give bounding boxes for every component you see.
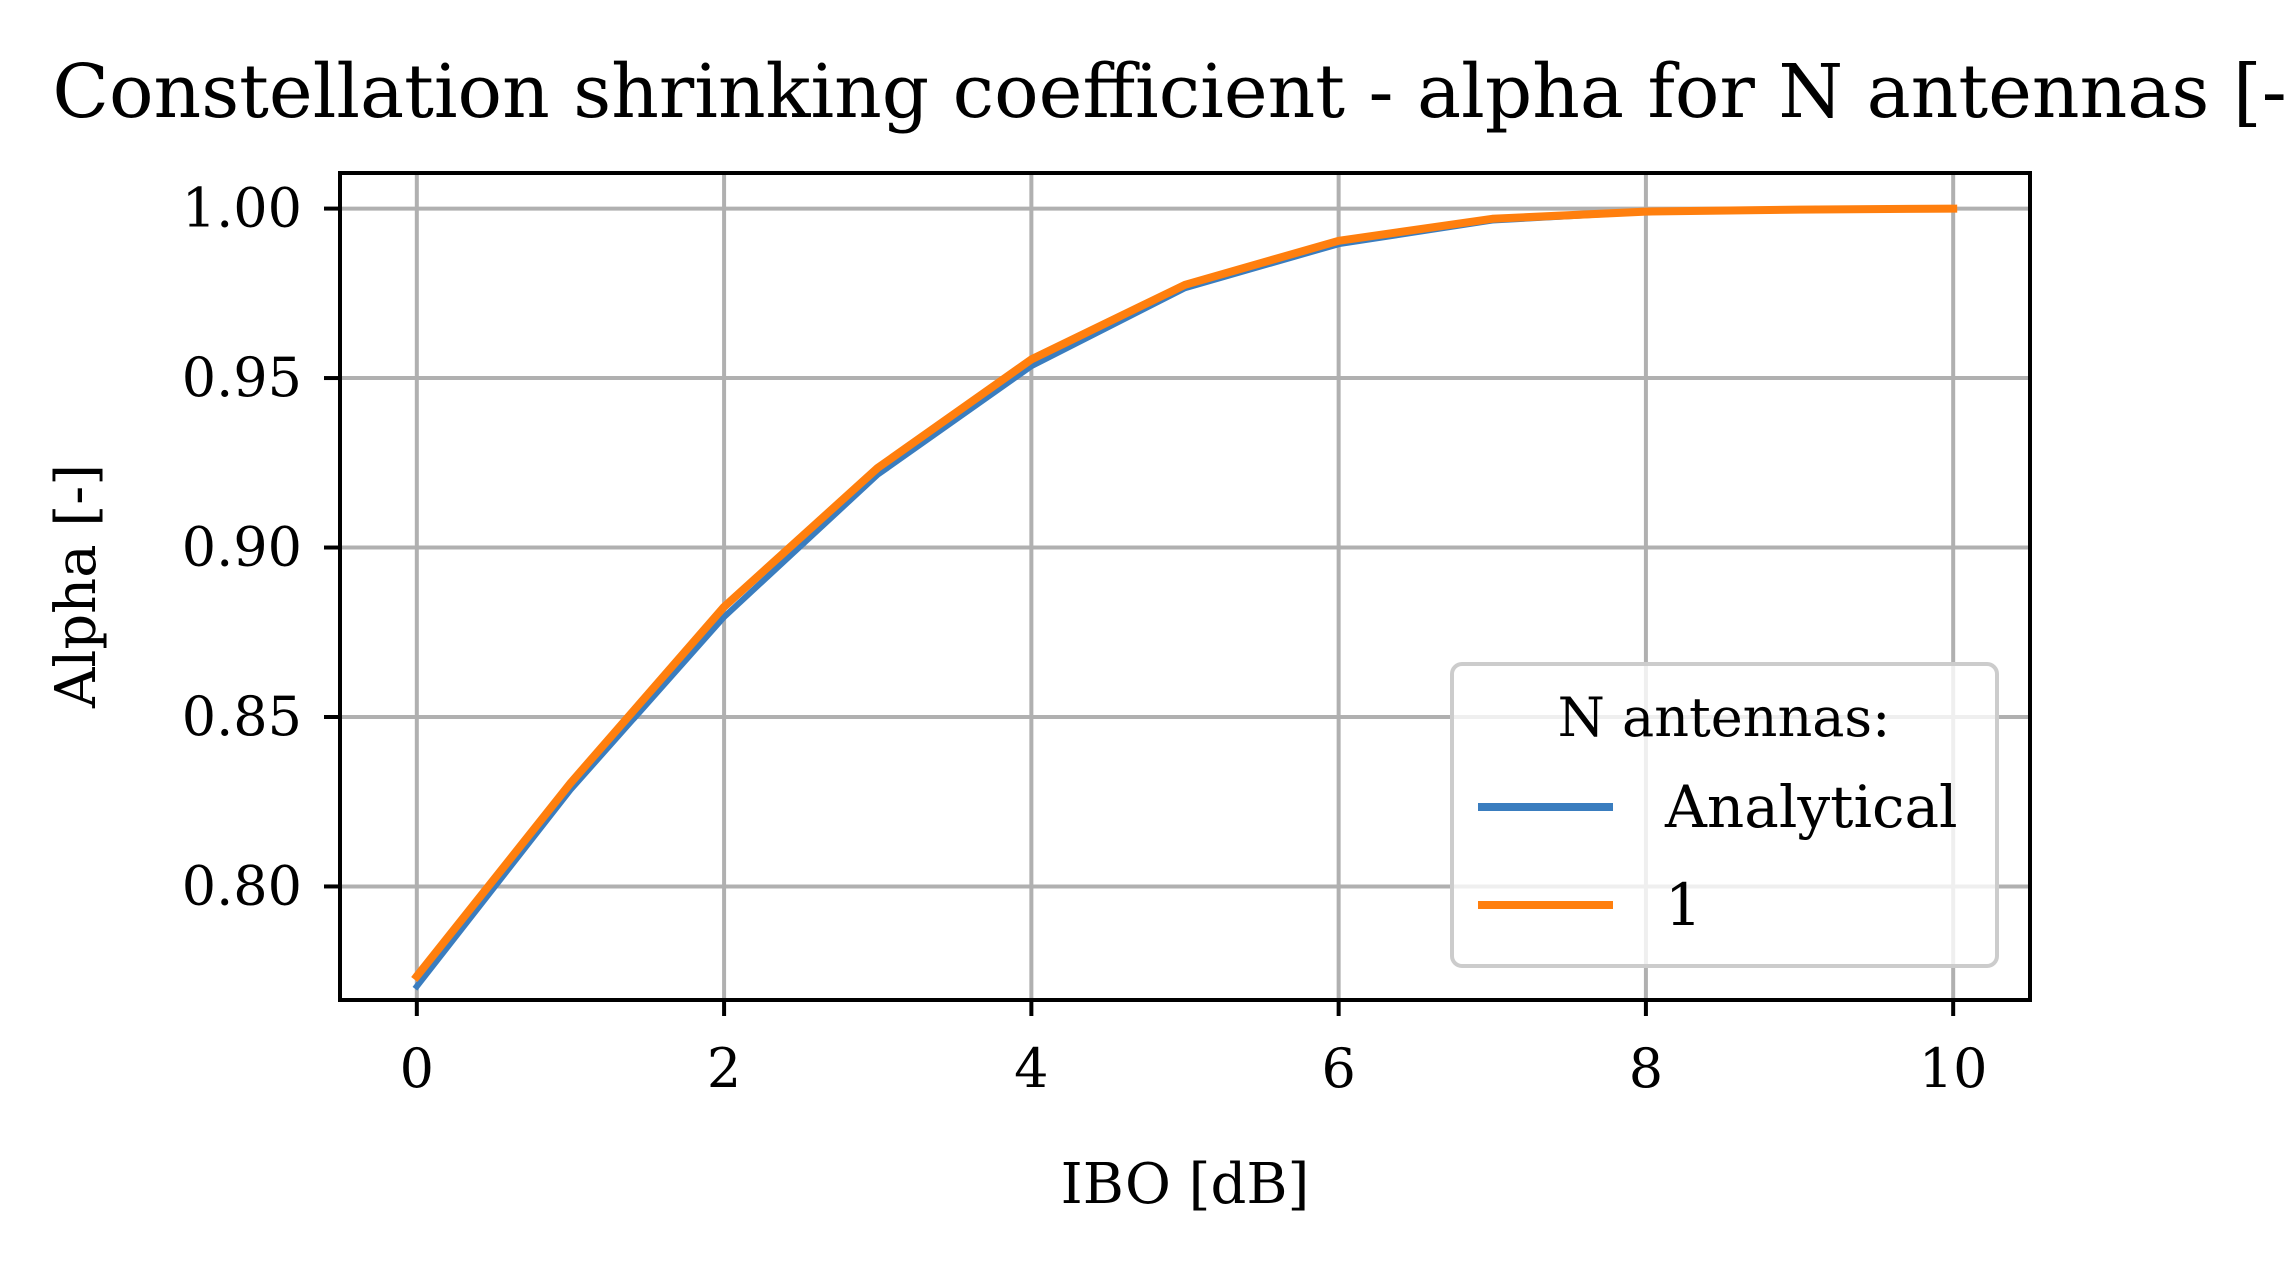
legend-title: N antennas: [1558,686,1891,749]
y-tick-label: 0.95 [182,346,302,409]
axes-frame [338,171,2032,1002]
legend-entries: Analytical 1 [1478,773,1958,939]
ticks [324,206,1956,1016]
legend-box [1450,662,1999,968]
legend: N antennas: Analytical 1 [1450,662,1999,968]
y-tick-label: 0.85 [182,685,302,748]
tick-labels: 0 2 4 6 8 10 0.80 0.85 0.90 0.95 1.00 [182,177,1988,1100]
y-tick-label: 1.00 [182,177,302,240]
x-tick-label: 0 [400,1037,434,1100]
x-tick-label: 2 [707,1037,741,1100]
y-tick-label: 0.90 [182,516,302,579]
y-axis-label: Alpha [-] [44,464,109,709]
x-tick-label: 10 [1919,1037,1988,1100]
y-tick-label: 0.80 [182,854,302,917]
chart-title: Constellation shrinking coefficient - al… [52,49,2288,135]
series-line-n-antennas-1 [411,204,1958,982]
series-lines [411,204,1958,991]
legend-label: Analytical [1664,773,1958,841]
legend-label: 1 [1665,871,1702,939]
x-tick-label: 4 [1014,1037,1048,1100]
x-tick-label: 6 [1321,1037,1355,1100]
x-tick-label: 8 [1629,1037,1663,1100]
x-axis-label: IBO [dB] [1061,1152,1310,1217]
